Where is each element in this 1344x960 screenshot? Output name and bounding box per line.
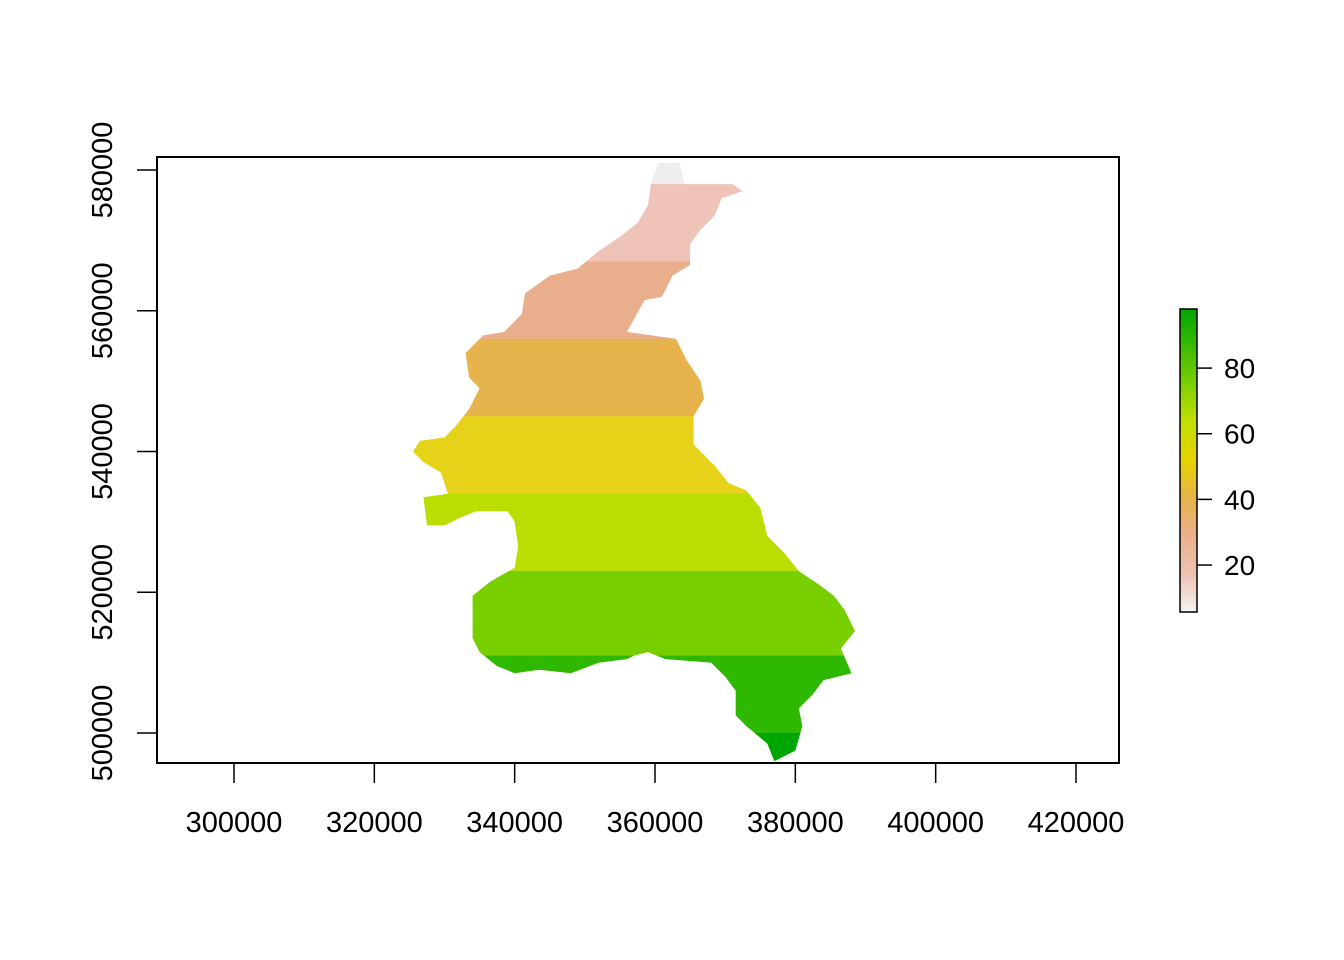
legend-tick-label: 20 (1224, 550, 1255, 581)
raster-band (412, 261, 855, 340)
y-tick-label: 540000 (87, 403, 119, 500)
color-legend: 20 40 60 80 (1179, 308, 1255, 613)
x-tick-label: 380000 (747, 807, 844, 839)
y-tick-label: 580000 (87, 122, 119, 219)
x-tick-label: 360000 (607, 807, 704, 839)
x-tick-label: 320000 (326, 807, 423, 839)
x-tick-label: 400000 (887, 807, 984, 839)
raster-band (412, 184, 855, 263)
x-tick-label: 340000 (466, 807, 563, 839)
raster-band (412, 493, 855, 572)
raster-band (412, 163, 855, 185)
legend-ticks: 20 40 60 80 (1197, 353, 1255, 581)
x-tick-label: 420000 (1028, 807, 1125, 839)
raster-band (412, 338, 855, 417)
y-tick-label: 500000 (87, 685, 119, 782)
y-axis: 500000 520000 540000 560000 580000 (87, 122, 158, 782)
map-panel (156, 156, 1120, 764)
x-axis: 300000 320000 340000 360000 380000 400000 4200… (186, 762, 1125, 839)
y-tick-label: 520000 (87, 544, 119, 641)
y-tick-label: 560000 (87, 262, 119, 359)
legend-tick-label: 60 (1224, 419, 1255, 450)
raster-value-bands (412, 163, 855, 762)
raster-band (412, 416, 855, 495)
legend-tick-label: 40 (1224, 484, 1255, 515)
x-tick-label: 300000 (186, 807, 283, 839)
raster-band (412, 655, 855, 734)
legend-colorbar (1179, 308, 1198, 613)
legend-tick-label: 80 (1224, 353, 1255, 384)
raster-band (412, 571, 855, 657)
